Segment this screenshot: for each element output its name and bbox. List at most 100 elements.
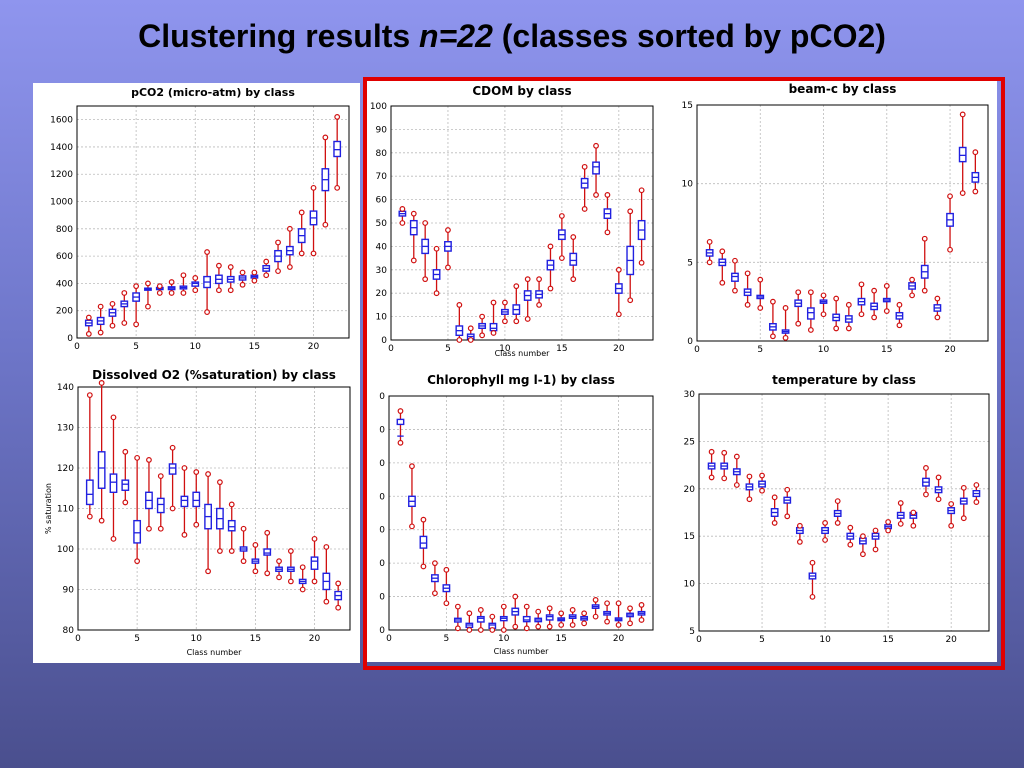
chart-5-xtick-label: 15 xyxy=(882,635,893,645)
max-point xyxy=(708,448,715,455)
chart-4-ytick-label: 0 xyxy=(379,492,385,502)
min-point xyxy=(205,568,211,575)
max-point xyxy=(276,558,282,565)
chart-1-class-15 xyxy=(251,542,260,575)
chart-4-ytick-label: 0 xyxy=(379,392,385,402)
max-point xyxy=(795,289,802,296)
chart-2-class-4 xyxy=(432,245,441,297)
chart-4-class-9 xyxy=(488,613,497,633)
chart-3-class-15 xyxy=(882,283,891,315)
chart-2-class-9 xyxy=(489,299,498,336)
min-point xyxy=(638,259,645,266)
min-point xyxy=(445,264,451,271)
min-point xyxy=(145,303,151,310)
min-point xyxy=(216,287,222,294)
iqr-box xyxy=(97,451,106,489)
max-point xyxy=(627,208,634,215)
chart-5-class-15 xyxy=(884,519,893,534)
chart-1-class-10 xyxy=(192,469,201,528)
min-point xyxy=(240,558,247,565)
chart-5-ytick-label: 30 xyxy=(684,390,696,400)
max-point xyxy=(524,276,531,283)
iqr-box xyxy=(333,140,342,158)
chart-4-class-2 xyxy=(408,463,416,530)
chart-3-ytick-label: 0 xyxy=(687,337,693,347)
min-point xyxy=(420,563,427,570)
min-point xyxy=(410,257,417,264)
chart-4-class-8 xyxy=(476,607,485,633)
iqr-box xyxy=(85,479,94,506)
min-point xyxy=(746,496,753,503)
chart-3-xtick-label: 5 xyxy=(757,345,763,355)
chart-4-class-6 xyxy=(453,603,462,632)
chart-1-class-16 xyxy=(263,529,272,577)
chart-0-title: pCO2 (micro-atm) by class xyxy=(131,86,295,99)
min-point xyxy=(217,548,223,554)
chart-1-class-9 xyxy=(180,465,189,538)
chart-5-class-18 xyxy=(922,465,930,498)
chart-2-xtick-label: 10 xyxy=(499,344,511,354)
chart-3-xtick-label: 20 xyxy=(944,345,956,355)
min-point xyxy=(489,627,496,633)
chart-5-class-4 xyxy=(745,473,754,503)
min-point xyxy=(133,321,140,328)
chart-4-class-16 xyxy=(568,607,577,628)
min-point xyxy=(322,221,329,228)
max-point xyxy=(858,281,865,288)
chart-4-axes-frame xyxy=(388,395,654,631)
chart-0-xtick-label: 20 xyxy=(308,342,320,352)
chart-4-ytick-label: 0 xyxy=(379,526,385,536)
chart-4-class-4 xyxy=(431,560,439,597)
max-point xyxy=(146,456,152,463)
chart-4-ytick-label: 0 xyxy=(379,559,385,569)
max-point xyxy=(228,501,235,508)
min-point xyxy=(134,558,141,565)
max-point xyxy=(97,303,104,310)
min-point xyxy=(276,574,282,581)
min-point xyxy=(796,538,803,545)
chart-0-class-6 xyxy=(144,280,152,310)
max-point xyxy=(744,270,751,277)
title-prefix: Clustering results xyxy=(138,18,420,54)
max-point xyxy=(897,500,904,506)
max-point xyxy=(193,469,200,475)
chart-1-class-1 xyxy=(85,392,94,520)
iqr-box xyxy=(180,495,189,508)
max-point xyxy=(921,235,928,242)
max-point xyxy=(809,559,816,566)
min-point xyxy=(860,551,866,558)
max-point xyxy=(420,516,427,523)
max-point xyxy=(569,607,576,613)
min-point xyxy=(883,308,890,315)
max-point xyxy=(960,484,967,491)
chart-1-class-12 xyxy=(216,479,224,554)
chart-5-class-3 xyxy=(732,453,741,488)
chart-5-ytick-label: 15 xyxy=(684,532,695,542)
min-point xyxy=(592,613,599,620)
chart-3-class-5 xyxy=(756,276,765,311)
chart-1-xlabel: Class number xyxy=(187,648,243,657)
chart-2-ytick-label: 0 xyxy=(381,336,387,346)
chart-2-class-18 xyxy=(592,142,600,198)
max-point xyxy=(85,314,92,321)
max-point xyxy=(456,301,463,308)
chart-0-class-17 xyxy=(274,239,282,275)
chart-3-ytick-label: 15 xyxy=(682,101,693,111)
title-suffix: (classes sorted by pCO2) xyxy=(492,18,886,54)
min-point xyxy=(422,276,429,283)
max-point xyxy=(845,301,852,308)
max-point xyxy=(833,295,840,302)
max-point xyxy=(638,187,645,194)
min-point xyxy=(204,309,210,315)
min-point xyxy=(627,620,633,627)
min-point xyxy=(535,623,542,630)
chart-5-class-10 xyxy=(821,520,829,543)
iqr-box xyxy=(121,479,130,491)
chart-3-class-3 xyxy=(731,257,739,294)
min-point xyxy=(820,311,827,318)
chart-0-ytick-label: 0 xyxy=(67,334,73,344)
max-point xyxy=(770,298,776,305)
chart-2-ytick-label: 10 xyxy=(376,313,388,323)
min-point xyxy=(466,627,473,633)
min-point xyxy=(972,188,979,195)
